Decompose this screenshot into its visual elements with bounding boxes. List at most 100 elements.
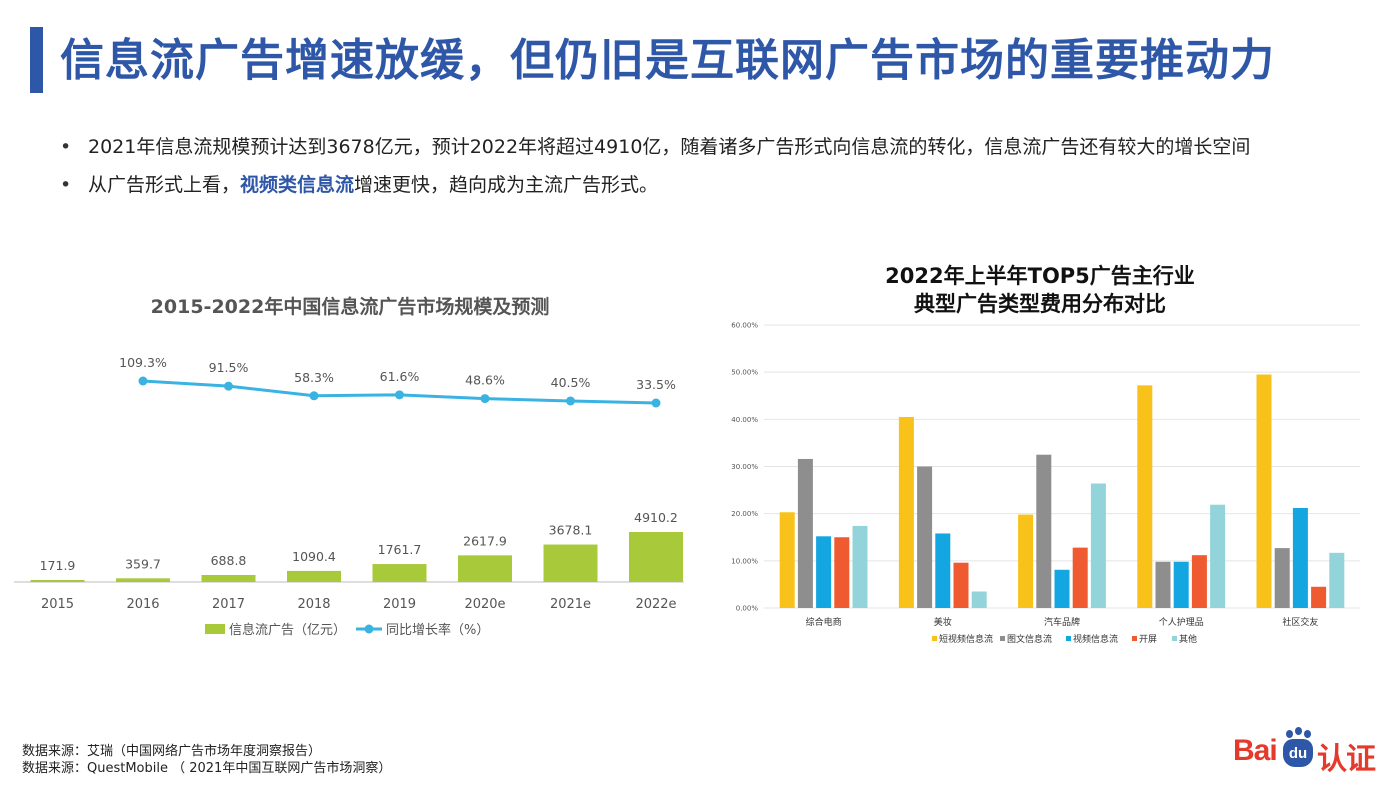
y-tick-label: 30.00%: [731, 463, 758, 471]
distribution-bar: [1329, 552, 1345, 608]
bar-value-label: 1090.4: [292, 549, 336, 564]
distribution-bar: [816, 536, 832, 608]
distribution-bar: [1054, 569, 1070, 608]
logo-paw-dot: [1295, 727, 1302, 735]
market-size-bar: [287, 570, 341, 582]
y-tick-label: 60.00%: [731, 322, 758, 330]
legend-label: 图文信息流: [1007, 633, 1052, 645]
distribution-bar: [1018, 514, 1034, 608]
page-title: 信息流广告增速放缓，但仍旧是互联网广告市场的重要推动力: [60, 35, 1275, 86]
legend-swatch: [1172, 636, 1177, 641]
bar-value-label: 1761.7: [378, 542, 422, 557]
y-tick-label: 0.00%: [736, 605, 759, 613]
distribution-bar: [1137, 385, 1153, 608]
x-tick-label: 综合电商: [806, 616, 842, 628]
bar-value-label: 171.9: [40, 558, 76, 573]
distribution-bar: [971, 591, 987, 608]
x-tick-label: 2017: [212, 597, 245, 612]
legend-label: 信息流广告（亿元）: [229, 622, 346, 638]
title-accent-bar: [30, 27, 43, 93]
bar-value-label: 3678.1: [549, 523, 593, 538]
market-size-bar: [543, 544, 598, 582]
x-tick-label: 个人护理品: [1159, 616, 1204, 628]
distribution-bar: [1210, 504, 1226, 608]
bar-value-label: 4910.2: [634, 510, 678, 525]
bar-value-label: 2617.9: [463, 533, 507, 548]
market-size-bar: [30, 580, 85, 582]
x-tick-label: 2016: [126, 597, 159, 612]
legend-swatch-point: [364, 624, 374, 634]
right-chart-title: 2022年上半年TOP5广告主行业 典型广告类型费用分布对比: [740, 262, 1340, 318]
legend-label: 其他: [1179, 633, 1197, 645]
distribution-bar: [1090, 483, 1106, 608]
bullet-item: 从广告形式上看，视频类信息流增速更快，趋向成为主流广告形式。: [58, 168, 1250, 206]
market-size-chart: 171.9 2015 359.7 2016 688.8 2017 1090.4 2018 176…: [14, 355, 684, 638]
distribution-bar: [1072, 547, 1088, 608]
bar-value-label: 359.7: [125, 556, 161, 571]
legend-swatch: [1000, 636, 1005, 641]
baidu-certified-logo: Bai du 认证: [1233, 727, 1383, 776]
logo-text-right: 认证: [1317, 743, 1376, 776]
distribution-bar: [953, 562, 969, 608]
source-note: 数据来源：艾瑞（中国网络广告市场年度洞察报告）: [22, 744, 322, 759]
x-tick-label: 美妆: [934, 616, 952, 628]
bullet-list: 2021年信息流规模预计达到3678亿元，预计2022年将超过4910亿，随着诸…: [58, 130, 1250, 206]
growth-rate-point: [138, 376, 148, 386]
ad-type-distribution-chart: 0.00% 10.00% 20.00% 30.00% 40.00% 50.00% 60.00…: [731, 322, 1360, 645]
distribution-bar: [852, 525, 868, 608]
distribution-bar: [1274, 548, 1290, 608]
legend-swatch-bar: [205, 624, 225, 634]
y-tick-label: 50.00%: [731, 369, 758, 377]
growth-rate-label: 91.5%: [209, 360, 249, 375]
distribution-bar: [917, 466, 933, 608]
distribution-bar: [935, 533, 951, 608]
bullet-text: 2021年信息流规模预计达到3678亿元，预计2022年将超过4910亿，随着诸…: [88, 136, 1251, 158]
x-tick-label: 社区交友: [1282, 616, 1318, 628]
bullet-prefix: 从广告形式上看，: [88, 174, 241, 196]
right-chart-title-line: 典型广告类型费用分布对比: [914, 292, 1166, 316]
growth-rate-point: [651, 398, 661, 408]
market-size-bar: [458, 555, 512, 582]
distribution-bar: [1256, 374, 1272, 608]
growth-rate-label: 48.6%: [465, 373, 505, 388]
legend-label: 短视频信息流: [939, 633, 993, 645]
source-note: 数据来源：QuestMobile （ 2021年中国互联网广告市场洞察）: [22, 761, 392, 776]
growth-rate-point: [480, 394, 490, 404]
distribution-bar: [1191, 555, 1207, 608]
bullet-highlight: 视频类信息流: [240, 174, 355, 196]
market-size-bar: [116, 578, 170, 582]
bullet-suffix: 增速更快，趋向成为主流广告形式。: [354, 174, 659, 196]
growth-rate-point: [224, 381, 233, 391]
legend-swatch: [932, 636, 937, 641]
distribution-bar: [1036, 454, 1052, 608]
right-chart-title-line: 2022年上半年TOP5广告主行业: [885, 264, 1195, 288]
growth-rate-label: 109.3%: [119, 355, 167, 370]
distribution-bar: [797, 458, 813, 608]
x-tick-label: 2018: [297, 597, 330, 612]
legend-swatch: [1066, 636, 1071, 641]
bar-value-label: 688.8: [211, 553, 247, 568]
growth-rate-label: 40.5%: [551, 375, 591, 390]
distribution-bar: [1311, 586, 1327, 608]
distribution-bar: [1292, 508, 1308, 608]
logo-text-left: Bai: [1233, 734, 1278, 767]
growth-rate-point: [566, 396, 575, 406]
growth-rate-point: [309, 391, 319, 401]
legend-label: 同比增长率（%）: [386, 622, 489, 638]
distribution-bar: [779, 512, 795, 608]
growth-rate-label: 61.6%: [380, 369, 420, 384]
distribution-bar: [834, 537, 850, 608]
logo-text-du: du: [1283, 739, 1313, 767]
growth-rate-point: [395, 390, 404, 400]
growth-rate-label: 33.5%: [636, 377, 676, 392]
growth-rate-label: 58.3%: [294, 370, 334, 385]
x-tick-label: 2022e: [635, 597, 676, 612]
legend-label: 开屏: [1139, 634, 1157, 645]
x-tick-label: 2020e: [464, 597, 505, 612]
market-size-bar: [201, 574, 256, 582]
market-size-bar: [629, 532, 683, 582]
x-tick-label: 2021e: [550, 597, 591, 612]
legend-label: 视频信息流: [1073, 633, 1118, 645]
x-tick-label: 2019: [383, 597, 416, 612]
y-tick-label: 10.00%: [731, 557, 758, 565]
